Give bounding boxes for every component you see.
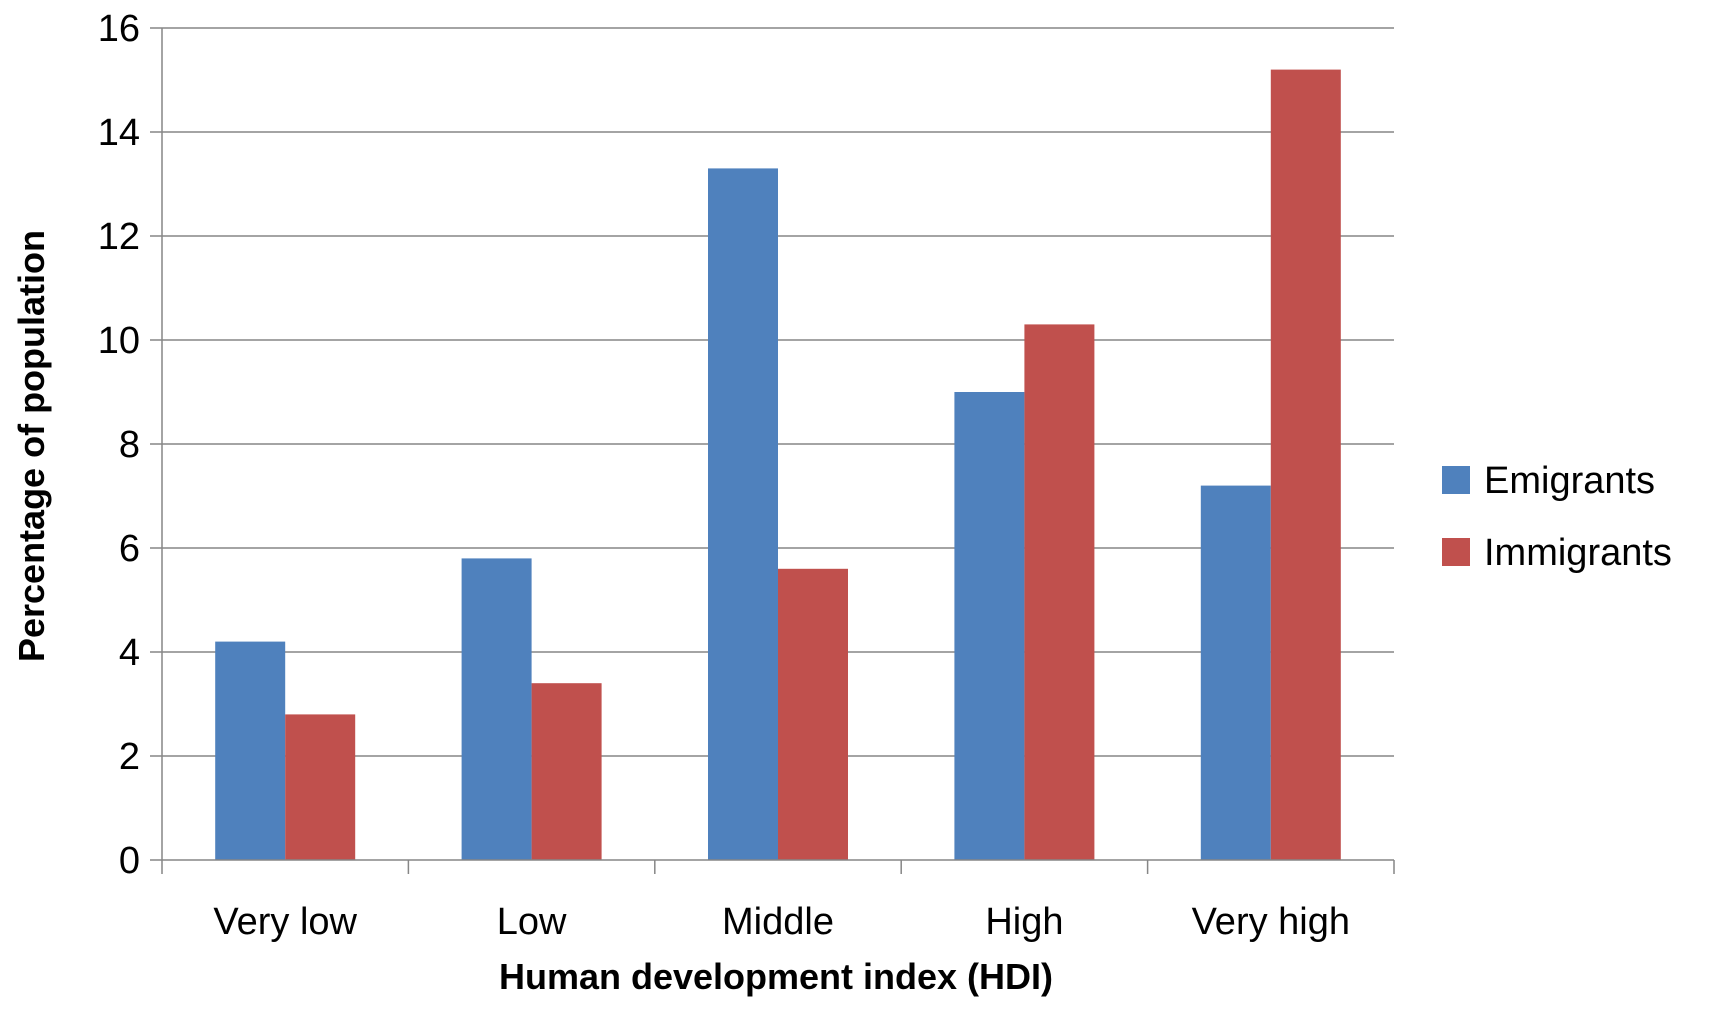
y-tick-label: 12 <box>98 216 140 258</box>
y-axis-title: Percentage of population <box>11 230 52 662</box>
y-tick-label: 14 <box>98 112 140 154</box>
bar-emigrants-very-high <box>1200 485 1271 860</box>
bar-emigrants-low <box>461 558 532 860</box>
y-tick-label: 10 <box>98 320 140 362</box>
x-tick-labels: Very low Low Middle High Very high <box>213 901 1350 943</box>
x-axis-title: Human development index (HDI) <box>499 956 1053 997</box>
bar-immigrants-very-high <box>1270 69 1341 861</box>
legend-label-immigrants: Immigrants <box>1484 532 1672 574</box>
y-tick-label: 2 <box>119 736 140 778</box>
x-tick-label: Low <box>497 901 567 943</box>
legend-swatch-emigrants <box>1442 466 1470 494</box>
axes <box>150 27 1395 874</box>
x-tick-label: High <box>985 901 1063 943</box>
bar-emigrants-very-low <box>215 641 286 860</box>
legend: Emigrants Immigrants <box>1442 460 1672 574</box>
bars <box>215 69 1341 861</box>
y-tick-labels: 0 2 4 6 8 10 12 14 16 <box>98 8 140 882</box>
bar-immigrants-high <box>1024 324 1095 860</box>
legend-label-emigrants: Emigrants <box>1484 460 1655 502</box>
bar-immigrants-middle <box>778 568 848 860</box>
bar-emigrants-middle <box>708 168 778 860</box>
x-tick-label: Very high <box>1192 901 1350 943</box>
y-tick-label: 4 <box>119 632 140 674</box>
x-tick-label: Middle <box>722 901 834 943</box>
y-tick-label: 16 <box>98 8 140 50</box>
y-tick-label: 0 <box>119 840 140 882</box>
legend-swatch-immigrants <box>1442 538 1470 566</box>
bar-immigrants-low <box>531 683 602 860</box>
y-tick-label: 6 <box>119 528 140 570</box>
x-tick-label: Very low <box>213 901 357 943</box>
y-tick-label: 8 <box>119 424 140 466</box>
bar-emigrants-high <box>954 392 1025 860</box>
bar-immigrants-very-low <box>285 714 356 860</box>
